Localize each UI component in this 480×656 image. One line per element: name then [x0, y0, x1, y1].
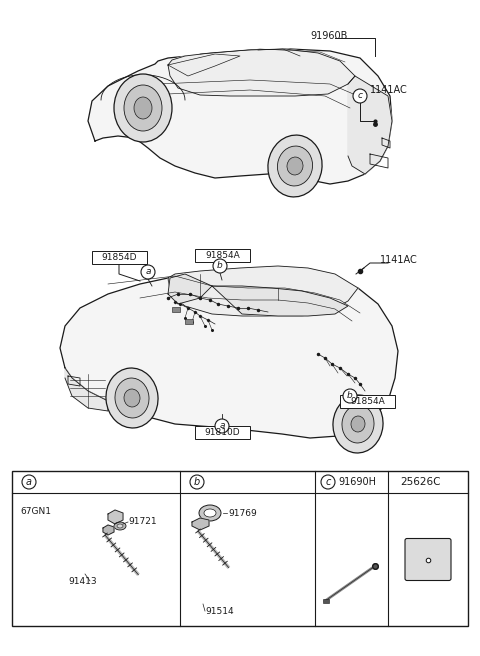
- Polygon shape: [168, 274, 212, 304]
- Bar: [185, 319, 193, 324]
- Circle shape: [321, 475, 335, 489]
- Bar: [92, 251, 147, 264]
- Text: 91854D: 91854D: [102, 253, 137, 262]
- Ellipse shape: [114, 74, 172, 142]
- Ellipse shape: [204, 509, 216, 517]
- Polygon shape: [212, 286, 348, 316]
- Text: 91721: 91721: [128, 518, 156, 527]
- Polygon shape: [168, 49, 355, 96]
- Text: 91854A: 91854A: [205, 251, 240, 260]
- Ellipse shape: [114, 522, 126, 530]
- Circle shape: [215, 419, 229, 433]
- Bar: [195, 249, 250, 262]
- Ellipse shape: [124, 85, 162, 131]
- Polygon shape: [348, 76, 392, 174]
- Bar: [195, 426, 250, 439]
- Text: 91769: 91769: [228, 508, 257, 518]
- Text: c: c: [358, 91, 362, 100]
- Text: c: c: [325, 477, 331, 487]
- Circle shape: [141, 265, 155, 279]
- Text: b: b: [194, 477, 200, 487]
- Ellipse shape: [117, 524, 123, 528]
- Text: 1141AC: 1141AC: [380, 255, 418, 265]
- Ellipse shape: [134, 97, 152, 119]
- Bar: [172, 307, 180, 312]
- Text: 91413: 91413: [68, 577, 96, 586]
- Ellipse shape: [106, 368, 158, 428]
- Ellipse shape: [333, 395, 383, 453]
- Circle shape: [213, 259, 227, 273]
- Text: a: a: [219, 422, 225, 430]
- Text: 25626C: 25626C: [400, 477, 441, 487]
- Ellipse shape: [351, 416, 365, 432]
- FancyBboxPatch shape: [405, 539, 451, 581]
- Text: 67GN1: 67GN1: [20, 506, 51, 516]
- Text: 1141AC: 1141AC: [370, 85, 408, 95]
- Text: b: b: [217, 262, 223, 270]
- Ellipse shape: [115, 378, 149, 418]
- Ellipse shape: [287, 157, 303, 175]
- Text: a: a: [145, 268, 151, 276]
- Text: 91690H: 91690H: [338, 477, 376, 487]
- Ellipse shape: [199, 505, 221, 521]
- Text: 91514: 91514: [205, 607, 234, 615]
- Text: 91854A: 91854A: [350, 397, 385, 406]
- Polygon shape: [103, 525, 114, 535]
- Text: 91960B: 91960B: [310, 31, 348, 41]
- Ellipse shape: [342, 405, 374, 443]
- Polygon shape: [168, 266, 358, 316]
- Polygon shape: [192, 518, 209, 530]
- Text: b: b: [347, 392, 353, 401]
- Circle shape: [343, 389, 357, 403]
- Ellipse shape: [268, 135, 322, 197]
- Polygon shape: [65, 368, 108, 411]
- Circle shape: [22, 475, 36, 489]
- Circle shape: [353, 89, 367, 103]
- Bar: [12, 471, 468, 626]
- Circle shape: [190, 475, 204, 489]
- Text: 91810D: 91810D: [204, 428, 240, 437]
- Polygon shape: [88, 49, 392, 184]
- Ellipse shape: [277, 146, 312, 186]
- Text: a: a: [26, 477, 32, 487]
- Polygon shape: [108, 510, 123, 524]
- Bar: [340, 395, 395, 408]
- Polygon shape: [60, 270, 398, 438]
- Bar: [323, 599, 329, 603]
- Ellipse shape: [124, 389, 140, 407]
